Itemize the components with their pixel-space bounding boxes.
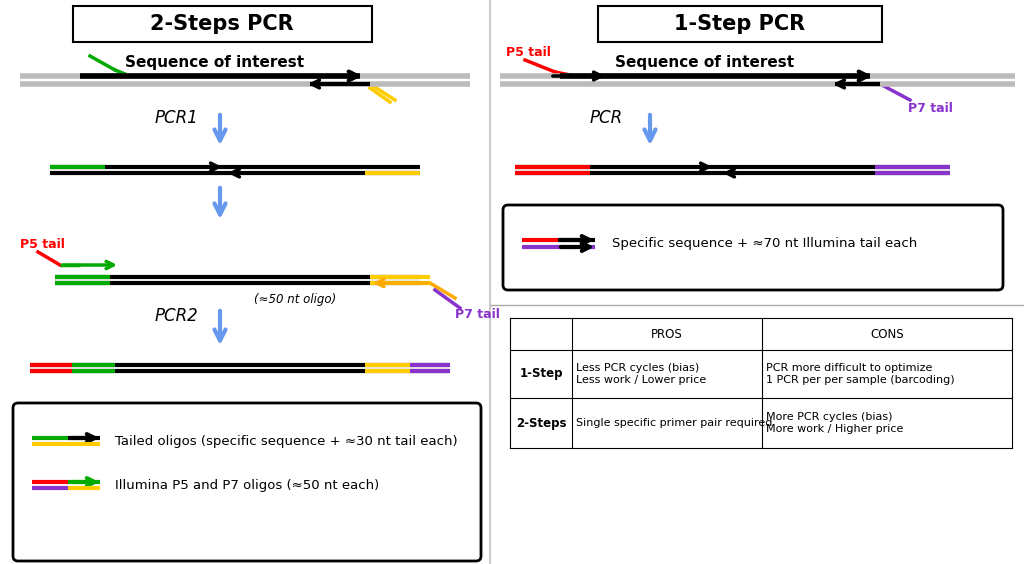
Text: More PCR cycles (bias)
More work / Higher price: More PCR cycles (bias) More work / Highe… xyxy=(766,412,903,434)
Text: 2-Steps: 2-Steps xyxy=(516,416,566,430)
Text: PROS: PROS xyxy=(651,328,683,341)
Text: Illumina P5 and P7 oligos (≈50 nt each): Illumina P5 and P7 oligos (≈50 nt each) xyxy=(115,478,379,491)
FancyBboxPatch shape xyxy=(503,205,1002,290)
Text: PCR1: PCR1 xyxy=(155,109,199,127)
Text: PCR2: PCR2 xyxy=(155,307,199,325)
Text: 1-Step PCR: 1-Step PCR xyxy=(675,14,806,34)
FancyBboxPatch shape xyxy=(598,6,882,42)
Text: Sequence of interest: Sequence of interest xyxy=(125,55,304,69)
Text: P7 tail: P7 tail xyxy=(908,102,953,114)
Text: 1-Step: 1-Step xyxy=(519,368,563,381)
FancyBboxPatch shape xyxy=(73,6,372,42)
Text: Less PCR cycles (bias)
Less work / Lower price: Less PCR cycles (bias) Less work / Lower… xyxy=(575,363,707,385)
Text: Specific sequence + ≈70 nt Illumina tail each: Specific sequence + ≈70 nt Illumina tail… xyxy=(612,236,918,249)
Text: Tailed oligos (specific sequence + ≈30 nt tail each): Tailed oligos (specific sequence + ≈30 n… xyxy=(115,434,458,447)
Text: PCR more difficult to optimize
1 PCR per per sample (barcoding): PCR more difficult to optimize 1 PCR per… xyxy=(766,363,954,385)
Text: Sequence of interest: Sequence of interest xyxy=(615,55,795,69)
Text: P7 tail: P7 tail xyxy=(455,309,500,321)
Text: 2-Steps PCR: 2-Steps PCR xyxy=(151,14,294,34)
Text: CONS: CONS xyxy=(870,328,904,341)
Text: PCR: PCR xyxy=(590,109,624,127)
Text: P5 tail: P5 tail xyxy=(506,46,551,59)
Text: P5 tail: P5 tail xyxy=(19,237,65,250)
Text: Single specific primer pair required: Single specific primer pair required xyxy=(575,418,772,428)
FancyBboxPatch shape xyxy=(13,403,481,561)
Text: (≈50 nt oligo): (≈50 nt oligo) xyxy=(254,293,336,306)
